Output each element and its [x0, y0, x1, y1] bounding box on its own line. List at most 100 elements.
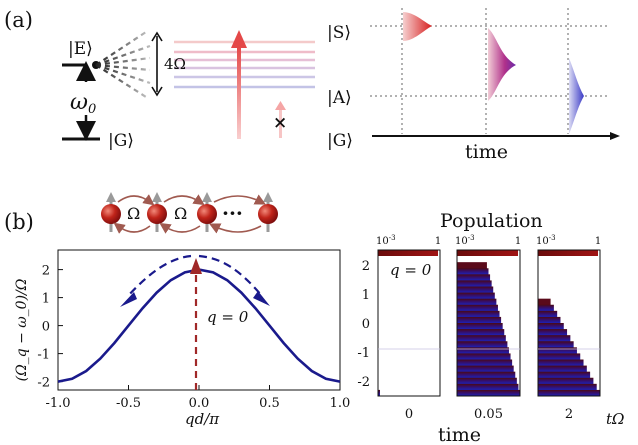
population-row: [538, 341, 574, 348]
population-row: [457, 365, 514, 373]
population-row: [457, 298, 497, 306]
antisymmetric-state-label: |A⟩: [327, 88, 352, 108]
colorbar-min-label: 10-3: [536, 234, 556, 247]
population-row: [538, 389, 600, 397]
colorbar-min-label: 10-3: [376, 234, 396, 247]
population-row: [538, 359, 584, 366]
coupling-label-2: Ω: [174, 204, 187, 223]
population-row: [457, 353, 511, 360]
population-row: [457, 262, 487, 269]
x-tick-label: 0.0: [189, 396, 210, 411]
y-tick-label: 0: [42, 320, 50, 335]
band-levels: [174, 30, 325, 141]
population-row: [457, 359, 513, 366]
dispersion-plot: -1.0 -0.5 0.0 0.5 1.0 2 1 0 -1 -2 q = 0: [37, 249, 350, 411]
population-row: [538, 310, 558, 318]
population-row: [457, 268, 489, 275]
dashed-arrow-left: [127, 254, 192, 297]
excited-state-label: |E⟩: [68, 39, 93, 59]
y-tick-label: 2: [42, 264, 50, 279]
population-row: [457, 274, 491, 281]
time-axis-label-b: time: [438, 424, 481, 445]
population-y-tick: 0: [362, 317, 370, 332]
atom-chain: [101, 192, 278, 234]
colorbar-max-label: 1: [435, 236, 441, 247]
pulse-time-plot: [370, 8, 620, 140]
population-title: Population: [440, 210, 543, 232]
population-row: [538, 365, 587, 373]
population-row: [457, 280, 492, 287]
population-row: [457, 389, 520, 397]
population-row: [378, 389, 380, 397]
population-bar: [457, 250, 518, 256]
population-x-tick: 0.05: [474, 407, 503, 422]
atom: [147, 192, 167, 232]
symmetric-state-label: |S⟩: [327, 23, 351, 43]
atom: [197, 192, 217, 232]
t-omega-label: tΩ: [606, 410, 624, 428]
pulse-intermediate: [488, 28, 516, 101]
panel-b-label: (b): [4, 210, 34, 234]
forbidden-arrow: [279, 108, 282, 138]
population-bar: [538, 250, 598, 256]
population-row: [538, 335, 571, 342]
dispersion-curve: [57, 268, 341, 383]
splitting-label: 4Ω: [164, 55, 186, 73]
population-row: [538, 383, 597, 391]
population-row: [538, 353, 581, 360]
y-tick-label: 1: [42, 292, 50, 307]
pulse-symmetric: [403, 12, 432, 41]
population-row: [457, 329, 505, 336]
y-tick-label: -2: [37, 376, 50, 391]
population-row: [538, 377, 594, 385]
population-panel: 10-3 1 2: [536, 234, 601, 422]
panel-a-label: (a): [4, 8, 33, 32]
q0-label-dispersion: q = 0: [207, 308, 249, 326]
population-y-tick: 2: [362, 259, 370, 274]
colorbar-max-label: 1: [515, 236, 521, 247]
population-row: [457, 316, 502, 324]
population-row: [457, 377, 517, 385]
x-tick-label: -1.0: [45, 396, 70, 411]
population-row: [457, 341, 508, 348]
dispersion-xlabel: qd/π: [185, 410, 220, 428]
dashed-arrow-right: [198, 254, 263, 297]
population-row: [538, 371, 591, 379]
y-tick-label: -1: [37, 348, 50, 363]
q0-label-population: q = 0: [390, 261, 432, 279]
population-row: [457, 292, 495, 300]
population-x-tick: 2: [565, 407, 573, 422]
population-row: [457, 286, 494, 293]
chain-ellipsis: ···: [222, 201, 243, 225]
ground-state-label-right: |G⟩: [327, 131, 353, 151]
colorbar-min-label: 10-3: [455, 234, 475, 247]
population-row: [457, 323, 503, 330]
x-tick-label: -0.5: [116, 396, 141, 411]
population-row: [457, 310, 500, 318]
population-row: [457, 335, 506, 342]
pump-arrow: [237, 46, 241, 139]
population-x-tick: 0: [405, 407, 413, 422]
population-row: [457, 371, 516, 379]
population-row: [538, 347, 577, 354]
population-y-tick: -1: [357, 346, 370, 361]
population-row: [538, 316, 561, 324]
population-row: [457, 304, 498, 312]
population-frame: [537, 249, 601, 397]
population-bar: [378, 250, 438, 256]
population-y-tick: 1: [362, 288, 370, 303]
population-panel: 10-3 1 0.05: [455, 234, 521, 422]
ground-state-label-left: |G⟩: [108, 131, 134, 151]
x-tick-label: 1.0: [330, 396, 351, 411]
population-row: [538, 298, 551, 306]
dispersion-ylabel: (Ω_q − ω_0)/Ω: [14, 278, 30, 381]
colorbar-max-label: 1: [595, 236, 601, 247]
population-frame: [377, 249, 441, 397]
forbidden-mark: ×: [273, 113, 287, 133]
population-row: [457, 347, 509, 354]
population-row: [538, 304, 554, 312]
population-heatmaps: 10-3 1 0 10-3 1 0.05 10-3 1 2 q = 0 2 1 0 -1 -2: [357, 234, 601, 422]
x-tick-label: 0.5: [259, 396, 280, 411]
coupling-label-1: Ω: [127, 204, 140, 223]
dispersion-ticks: -1.0 -0.5 0.0 0.5 1.0 2 1 0 -1 -2: [37, 264, 350, 411]
